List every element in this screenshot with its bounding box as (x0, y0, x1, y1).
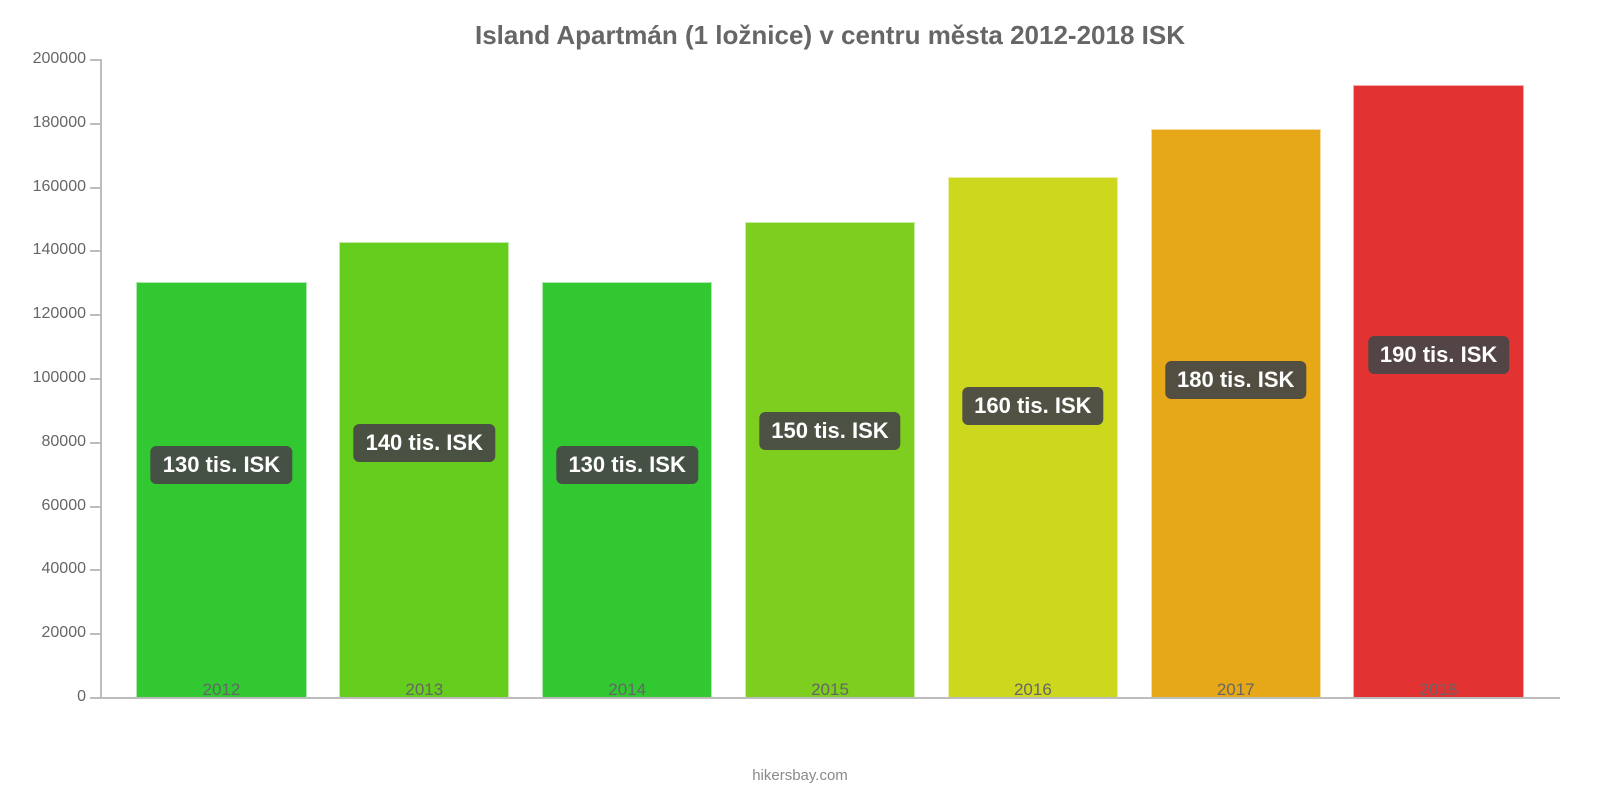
bar: 150 tis. ISK (745, 222, 915, 697)
y-axis-label: 160000 (33, 178, 100, 196)
bar-value-badge: 160 tis. ISK (962, 387, 1103, 425)
bar-slot: 150 tis. ISK (729, 59, 932, 697)
x-axis-label: 2016 (931, 680, 1134, 700)
y-axis-label: 60000 (42, 497, 101, 515)
bar-value-badge: 140 tis. ISK (354, 424, 495, 462)
y-axis-label: 40000 (42, 560, 101, 578)
bar: 130 tis. ISK (542, 282, 712, 697)
bars-row: 130 tis. ISK 140 tis. ISK 130 tis. ISK 150 … (100, 59, 1560, 697)
y-axis-label: 120000 (33, 305, 100, 323)
bar-value-badge: 130 tis. ISK (556, 446, 697, 484)
y-axis-label: 80000 (42, 433, 101, 451)
chart-container: Island Apartmán (1 ložnice) v centru měs… (0, 0, 1600, 800)
bar-slot: 130 tis. ISK (526, 59, 729, 697)
x-axis-label: 2013 (323, 680, 526, 700)
bar-slot: 190 tis. ISK (1337, 59, 1540, 697)
bar-value-badge: 130 tis. ISK (151, 446, 292, 484)
y-axis-label: 180000 (33, 114, 100, 132)
chart-title: Island Apartmán (1 ložnice) v centru měs… (100, 20, 1560, 51)
bar-value-badge: 150 tis. ISK (759, 412, 900, 450)
x-axis-label: 2017 (1134, 680, 1337, 700)
x-axis-label: 2012 (120, 680, 323, 700)
credit-text: hikersbay.com (0, 767, 1600, 784)
x-axis-label: 2015 (729, 680, 932, 700)
bar-value-badge: 180 tis. ISK (1165, 361, 1306, 399)
y-axis-label: 20000 (42, 624, 101, 642)
y-axis-label: 140000 (33, 241, 100, 259)
bar: 160 tis. ISK (948, 177, 1118, 697)
bar-slot: 160 tis. ISK (931, 59, 1134, 697)
y-axis-label: 200000 (33, 50, 100, 68)
plot-area: 130 tis. ISK 140 tis. ISK 130 tis. ISK 150 … (100, 59, 1560, 699)
y-axis-label: 100000 (33, 369, 100, 387)
bar-slot: 180 tis. ISK (1134, 59, 1337, 697)
bar-slot: 130 tis. ISK (120, 59, 323, 697)
y-axis-label: 0 (77, 688, 100, 706)
bar: 140 tis. ISK (339, 242, 509, 697)
x-axis-label: 2014 (526, 680, 729, 700)
bar-value-badge: 190 tis. ISK (1368, 336, 1509, 374)
bar: 130 tis. ISK (136, 282, 306, 697)
bar-slot: 140 tis. ISK (323, 59, 526, 697)
bar: 180 tis. ISK (1151, 129, 1321, 697)
x-axis-labels: 2012201320142015201620172018 (100, 680, 1560, 700)
x-axis-label: 2018 (1337, 680, 1540, 700)
bar: 190 tis. ISK (1353, 85, 1523, 697)
